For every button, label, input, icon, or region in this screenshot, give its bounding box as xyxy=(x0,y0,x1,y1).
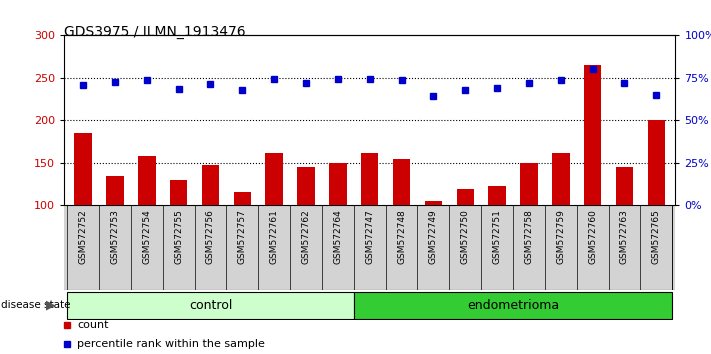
Text: GSM572763: GSM572763 xyxy=(620,210,629,264)
Text: GSM572758: GSM572758 xyxy=(525,210,533,264)
Text: GSM572765: GSM572765 xyxy=(652,210,661,264)
Bar xyxy=(354,292,673,319)
Text: GSM572762: GSM572762 xyxy=(301,210,311,264)
Bar xyxy=(520,163,538,205)
Text: control: control xyxy=(189,299,232,312)
Text: GSM572752: GSM572752 xyxy=(79,210,87,264)
Bar xyxy=(488,186,506,205)
Bar xyxy=(202,165,219,205)
Text: percentile rank within the sample: percentile rank within the sample xyxy=(77,339,265,349)
Text: GSM572749: GSM572749 xyxy=(429,210,438,264)
Text: disease state: disease state xyxy=(1,300,70,310)
Text: GSM572751: GSM572751 xyxy=(493,210,501,264)
Bar xyxy=(329,163,347,205)
Bar xyxy=(297,167,315,205)
Text: GSM572761: GSM572761 xyxy=(269,210,279,264)
Text: count: count xyxy=(77,320,109,330)
Bar xyxy=(75,133,92,205)
Text: GSM572754: GSM572754 xyxy=(142,210,151,264)
Text: GSM572764: GSM572764 xyxy=(333,210,343,264)
Bar xyxy=(361,153,378,205)
Bar xyxy=(67,292,354,319)
Bar xyxy=(392,159,410,205)
Text: GSM572748: GSM572748 xyxy=(397,210,406,264)
Text: GSM572753: GSM572753 xyxy=(110,210,119,264)
Bar xyxy=(138,156,156,205)
Bar xyxy=(616,167,634,205)
Text: GSM572760: GSM572760 xyxy=(588,210,597,264)
Text: endometrioma: endometrioma xyxy=(467,299,559,312)
Bar xyxy=(424,201,442,205)
Text: GSM572757: GSM572757 xyxy=(238,210,247,264)
Bar xyxy=(170,180,188,205)
Bar xyxy=(456,189,474,205)
Bar xyxy=(106,176,124,205)
Text: GSM572759: GSM572759 xyxy=(556,210,565,264)
Bar xyxy=(552,153,570,205)
Text: GSM572747: GSM572747 xyxy=(365,210,374,264)
Text: ▶: ▶ xyxy=(46,299,56,312)
Text: GSM572756: GSM572756 xyxy=(206,210,215,264)
Bar xyxy=(265,153,283,205)
Bar xyxy=(234,192,251,205)
Text: GSM572755: GSM572755 xyxy=(174,210,183,264)
Text: GSM572750: GSM572750 xyxy=(461,210,470,264)
Bar xyxy=(584,65,602,205)
Text: GDS3975 / ILMN_1913476: GDS3975 / ILMN_1913476 xyxy=(64,25,245,39)
Bar xyxy=(648,120,665,205)
